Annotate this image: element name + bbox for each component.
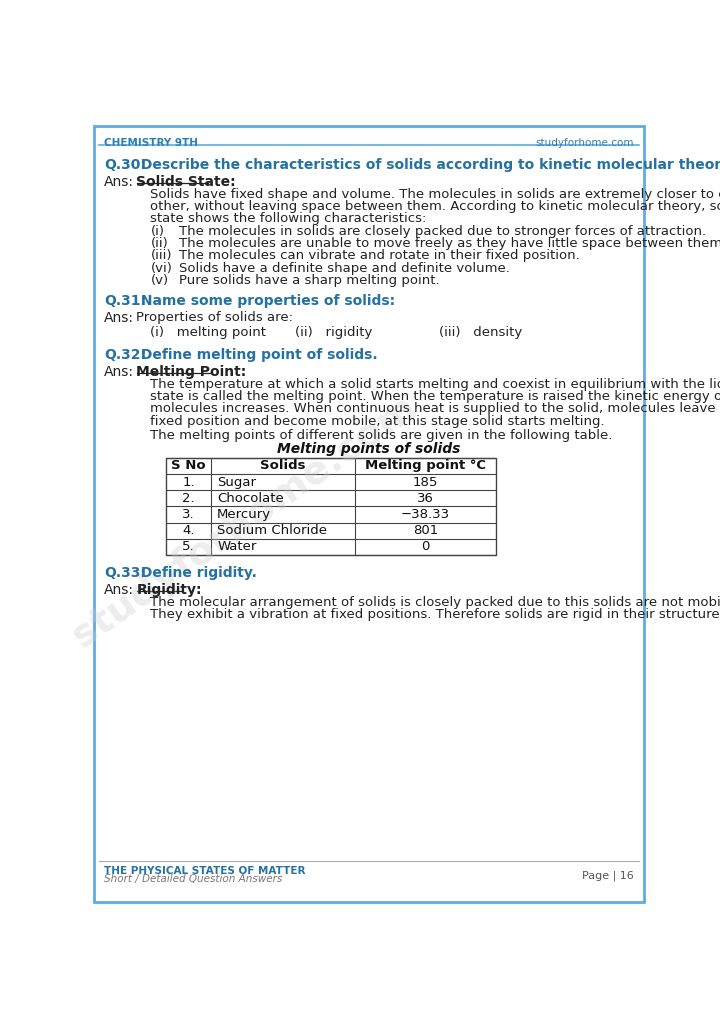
Text: Short / Detailed Question Answers: Short / Detailed Question Answers — [104, 874, 282, 885]
Text: THE PHYSICAL STATES OF MATTER: THE PHYSICAL STATES OF MATTER — [104, 866, 305, 875]
Text: Q.31:: Q.31: — [104, 294, 146, 307]
Text: (ii)   rigidity: (ii) rigidity — [295, 326, 373, 339]
Text: 36: 36 — [417, 492, 434, 505]
Text: (ii): (ii) — [150, 237, 168, 249]
Text: Rigidity:: Rigidity: — [137, 582, 202, 597]
Text: Sugar: Sugar — [217, 475, 256, 489]
Text: Sodium Chloride: Sodium Chloride — [217, 524, 327, 538]
Text: The temperature at which a solid starts melting and coexist in equilibrium with : The temperature at which a solid starts … — [150, 378, 720, 391]
Text: −38.33: −38.33 — [401, 508, 450, 521]
Text: molecules increases. When continuous heat is supplied to the solid, molecules le: molecules increases. When continuous hea… — [150, 402, 720, 415]
Text: fixed position and become mobile, at this stage solid starts melting.: fixed position and become mobile, at thi… — [150, 414, 605, 428]
Text: Page | 16: Page | 16 — [582, 870, 634, 882]
Text: 2.: 2. — [182, 492, 194, 505]
Text: Melting Point:: Melting Point: — [137, 364, 247, 379]
Text: Q.32:: Q.32: — [104, 348, 146, 361]
Text: Q.33:: Q.33: — [104, 566, 146, 579]
Text: 0: 0 — [421, 541, 430, 554]
Text: 3.: 3. — [182, 508, 194, 521]
Text: The melting points of different solids are given in the following table.: The melting points of different solids a… — [150, 429, 613, 442]
Text: (iii)   density: (iii) density — [438, 326, 522, 339]
Text: The molecules can vibrate and rotate in their fixed position.: The molecules can vibrate and rotate in … — [179, 249, 580, 263]
Text: Ans:: Ans: — [104, 174, 134, 188]
Text: other, without leaving space between them. According to kinetic molecular theory: other, without leaving space between the… — [150, 200, 720, 213]
Text: 5.: 5. — [182, 541, 194, 554]
Text: (i)   melting point: (i) melting point — [150, 326, 266, 339]
Text: The molecular arrangement of solids is closely packed due to this solids are not: The molecular arrangement of solids is c… — [150, 596, 720, 609]
Text: Water: Water — [217, 541, 256, 554]
Text: Solids: Solids — [260, 459, 306, 472]
Text: Properties of solids are:: Properties of solids are: — [137, 310, 294, 324]
Text: studyforhome.com: studyforhome.com — [536, 137, 634, 148]
Text: S No: S No — [171, 459, 206, 472]
Text: Solids have a definite shape and definite volume.: Solids have a definite shape and definit… — [179, 262, 510, 275]
Text: (v): (v) — [150, 274, 168, 287]
Bar — [166, 458, 496, 555]
Text: (vi): (vi) — [150, 262, 172, 275]
Text: Define melting point of solids.: Define melting point of solids. — [137, 348, 378, 361]
Text: Describe the characteristics of solids according to kinetic molecular theory.: Describe the characteristics of solids a… — [137, 158, 720, 172]
Text: Name some properties of solids:: Name some properties of solids: — [137, 294, 395, 307]
Text: Pure solids have a sharp melting point.: Pure solids have a sharp melting point. — [179, 274, 440, 287]
Text: CHEMISTRY 9TH: CHEMISTRY 9TH — [104, 137, 198, 148]
Text: 1.: 1. — [182, 475, 194, 489]
Text: 185: 185 — [413, 475, 438, 489]
Text: Ans:: Ans: — [104, 582, 134, 597]
Text: Melting point °C: Melting point °C — [365, 459, 486, 472]
Text: Chocolate: Chocolate — [217, 492, 284, 505]
Text: (i): (i) — [150, 225, 164, 237]
Text: The molecules in solids are closely packed due to stronger forces of attraction.: The molecules in solids are closely pack… — [179, 225, 706, 237]
Text: Solids State:: Solids State: — [137, 174, 236, 188]
Text: Ans:: Ans: — [104, 364, 134, 379]
Text: 4.: 4. — [182, 524, 194, 538]
Text: state is called the melting point. When the temperature is raised the kinetic en: state is called the melting point. When … — [150, 390, 720, 403]
Text: (iii): (iii) — [150, 249, 172, 263]
Text: Melting points of solids: Melting points of solids — [277, 443, 461, 456]
Text: Solids have fixed shape and volume. The molecules in solids are extremely closer: Solids have fixed shape and volume. The … — [150, 187, 720, 201]
Text: The molecules are unable to move freely as they have little space between them.: The molecules are unable to move freely … — [179, 237, 720, 249]
Text: Mercury: Mercury — [217, 508, 271, 521]
Text: Define rigidity.: Define rigidity. — [137, 566, 257, 579]
Text: state shows the following characteristics:: state shows the following characteristic… — [150, 212, 427, 225]
Text: studyforhome.com: studyforhome.com — [66, 388, 424, 655]
Text: 801: 801 — [413, 524, 438, 538]
Text: Ans:: Ans: — [104, 310, 134, 325]
Text: They exhibit a vibration at fixed positions. Therefore solids are rigid in their: They exhibit a vibration at fixed positi… — [150, 608, 720, 621]
Text: Q.30:: Q.30: — [104, 158, 146, 172]
